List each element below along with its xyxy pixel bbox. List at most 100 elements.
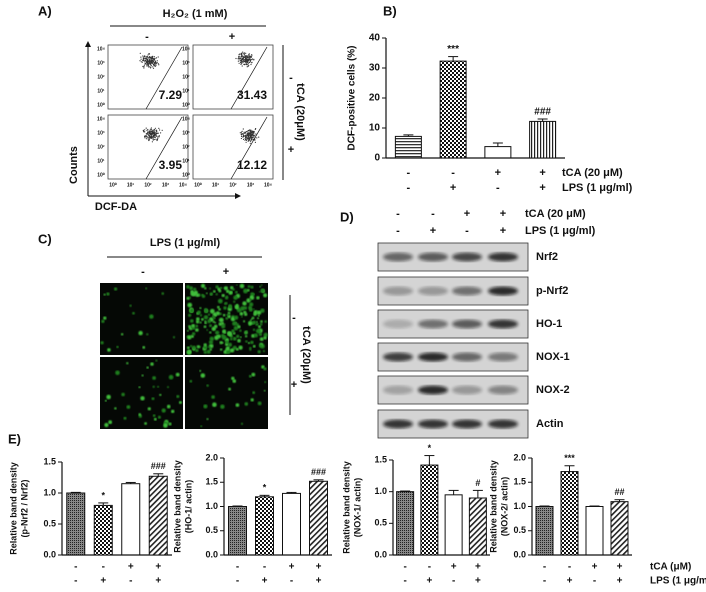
event-dot <box>240 137 242 140</box>
blot-label: Actin <box>536 418 564 430</box>
event-dot <box>251 55 253 57</box>
event-dot <box>145 127 147 129</box>
fluorescent-cell <box>248 374 252 378</box>
fluorescent-cell <box>234 306 238 310</box>
fluorescent-cell <box>195 320 200 324</box>
fluorescent-cell <box>101 319 105 323</box>
fluorescent-cell <box>263 367 267 371</box>
event-dot <box>235 57 237 60</box>
event-dot <box>148 134 150 136</box>
row-label: tCA (20μM) <box>300 326 312 384</box>
event-dot <box>155 138 157 140</box>
fluorescent-cell <box>187 335 192 340</box>
fluorescent-cell <box>224 296 229 300</box>
event-dot <box>241 55 243 57</box>
event-dot <box>143 131 145 133</box>
event-dot <box>149 133 151 135</box>
fluorescent-cell <box>147 407 151 411</box>
y-tick-label: 10 <box>369 123 381 134</box>
y-axis-label: Relative band density <box>8 462 18 555</box>
condition-sign: - <box>396 225 400 237</box>
significance-mark: # <box>475 478 480 488</box>
event-dot <box>158 64 160 66</box>
fluorescent-cell <box>199 321 202 324</box>
log-tick-label: 10¹ <box>212 182 220 188</box>
column-sign: + <box>223 266 229 278</box>
fluorescent-cell <box>200 425 203 428</box>
fluorescent-cell <box>245 330 248 332</box>
condition-sign: - <box>102 562 105 573</box>
fluorescent-cell <box>204 320 207 323</box>
fluorescent-cell <box>212 320 215 324</box>
condition-sign: + <box>128 562 134 573</box>
fluorescent-cell <box>191 332 196 336</box>
flow-plot <box>192 44 274 110</box>
event-dot <box>243 53 245 56</box>
event-dot <box>157 137 159 139</box>
fluorescent-cell <box>260 308 265 313</box>
row-sign: + <box>288 144 294 156</box>
condition-sign: - <box>465 225 469 237</box>
fluorescent-cell <box>106 292 110 296</box>
fluorescent-cell <box>203 315 209 320</box>
blot-band <box>452 385 482 395</box>
fluorescent-cell <box>234 315 239 320</box>
fluorescent-cell <box>172 336 176 339</box>
fluorescent-cell <box>233 300 236 303</box>
blot-band <box>488 385 518 395</box>
blot-label: p-Nrf2 <box>536 285 568 297</box>
fluorescent-cell <box>188 313 192 317</box>
event-dot <box>249 61 251 63</box>
blot-band <box>452 286 482 296</box>
event-dot <box>157 63 159 65</box>
event-dot <box>149 63 151 65</box>
event-dot <box>251 133 253 135</box>
fluorescent-cell <box>232 345 237 350</box>
event-dot <box>151 132 153 134</box>
event-dot <box>157 56 159 58</box>
event-dot <box>255 133 257 135</box>
fluorescent-cell <box>186 285 190 289</box>
blot-band <box>418 319 448 329</box>
fluorescent-cell <box>200 373 206 378</box>
fluorescent-cell <box>215 311 220 316</box>
fluorescent-cell <box>138 386 141 389</box>
event-dot <box>245 62 247 64</box>
row-sign: - <box>292 312 296 324</box>
event-dot <box>147 133 149 136</box>
y-axis-label: (HO-1/ actin) <box>183 480 193 534</box>
fluorescent-cell <box>255 328 261 334</box>
blot-band <box>488 252 518 262</box>
fluorescent-cell <box>252 328 256 331</box>
event-dot <box>238 58 240 60</box>
fluorescent-cell <box>224 286 228 291</box>
event-dot <box>146 60 148 62</box>
fluorescent-cell <box>197 310 201 315</box>
event-dot <box>152 66 154 68</box>
panel-label: B) <box>383 3 397 18</box>
treatment-label: H₂O₂ (1 mM) <box>163 8 228 20</box>
event-dot <box>150 133 152 135</box>
flow-plot <box>107 44 189 110</box>
event-dot <box>149 137 151 139</box>
fluorescent-cell <box>204 287 207 290</box>
event-dot <box>150 61 152 63</box>
flow-plot <box>192 114 274 180</box>
event-dot <box>248 132 250 134</box>
fluorescent-cell <box>235 403 240 407</box>
event-dot <box>147 57 149 59</box>
fluorescent-cell <box>256 310 262 315</box>
event-dot <box>148 66 150 68</box>
event-dot <box>140 56 142 58</box>
fluorescent-cell <box>239 311 244 316</box>
event-dot <box>149 67 152 69</box>
event-dot <box>245 60 247 62</box>
event-dot <box>243 63 245 65</box>
event-dot <box>150 66 152 68</box>
event-dot <box>144 56 146 58</box>
event-dot <box>249 133 251 135</box>
y-axis-label: (NOX-2/ actin) <box>499 477 509 537</box>
event-dot <box>147 54 149 56</box>
significance-mark: ### <box>151 461 166 471</box>
fluorescent-cell <box>175 372 180 377</box>
